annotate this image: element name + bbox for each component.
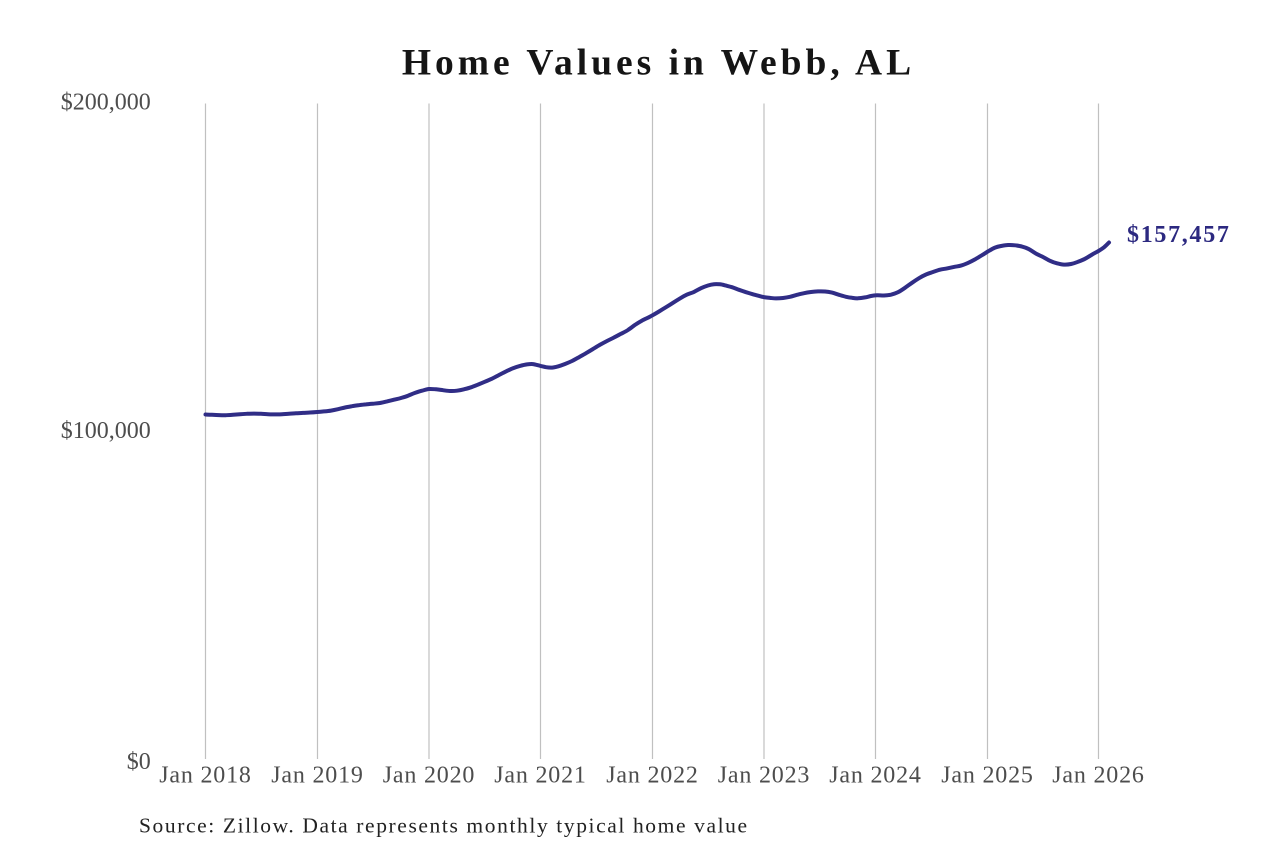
svg-text:Jan 2021: Jan 2021: [494, 763, 586, 789]
svg-text:Home Values in Webb, AL: Home Values in Webb, AL: [402, 43, 915, 84]
svg-text:$100,000: $100,000: [61, 418, 151, 444]
svg-text:Jan 2024: Jan 2024: [829, 763, 921, 789]
svg-text:Jan 2026: Jan 2026: [1052, 763, 1144, 789]
svg-text:Jan 2018: Jan 2018: [159, 763, 251, 789]
svg-text:Jan 2020: Jan 2020: [383, 763, 475, 789]
svg-text:$157,457: $157,457: [1127, 222, 1231, 248]
svg-text:Jan 2019: Jan 2019: [271, 763, 363, 789]
svg-text:$0: $0: [127, 749, 151, 775]
svg-text:Jan 2025: Jan 2025: [941, 763, 1033, 789]
svg-text:Source: Zillow. Data represent: Source: Zillow. Data represents monthly …: [139, 814, 749, 838]
svg-text:Jan 2022: Jan 2022: [606, 763, 698, 789]
svg-text:$200,000: $200,000: [61, 90, 151, 116]
svg-text:Jan 2023: Jan 2023: [718, 763, 810, 789]
